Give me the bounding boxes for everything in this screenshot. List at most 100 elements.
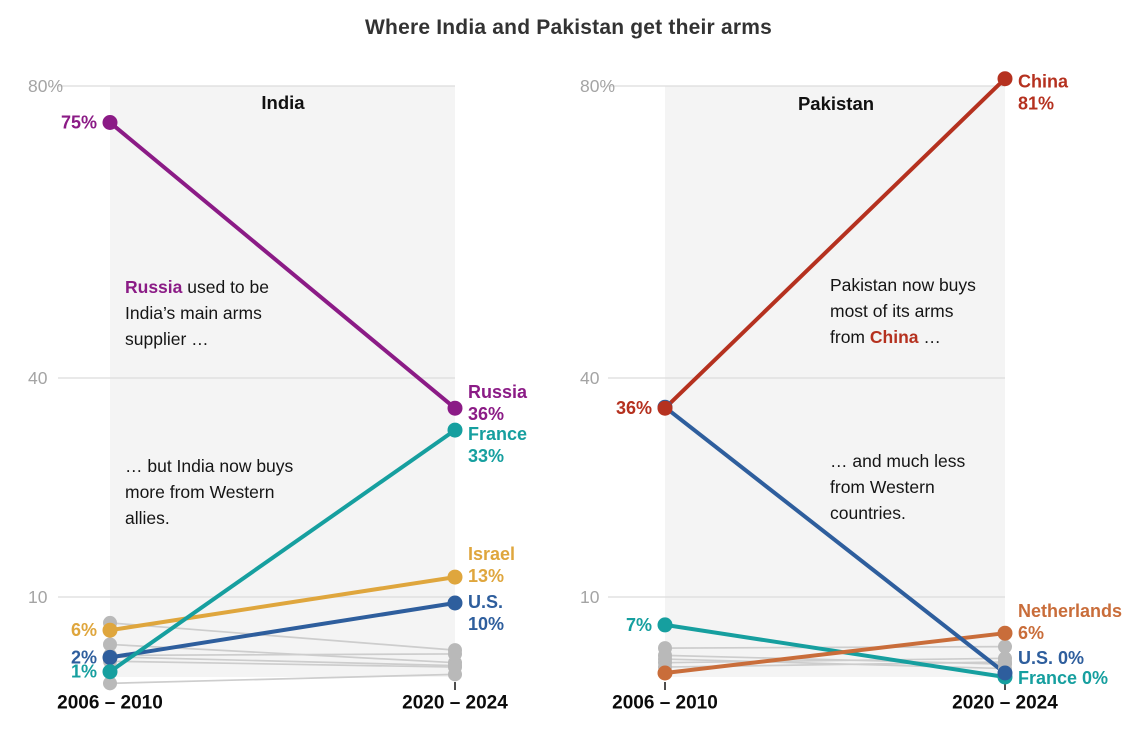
series-line-france (664, 622, 1006, 679)
end-value-label: 36% (468, 404, 504, 424)
annotation-line: from China … (830, 324, 998, 350)
end-value-label: 13% (468, 566, 504, 586)
x-category-label: 2020 – 2024 (952, 693, 1058, 714)
series-line-us (109, 601, 456, 660)
series-dot (447, 595, 463, 611)
series-line-other (109, 660, 456, 668)
annotation-line: countries. (830, 500, 980, 526)
annotation: … but India now buys more from Western all… (125, 453, 315, 531)
panel-title-india: India (261, 92, 305, 113)
series-line-other (664, 645, 1006, 649)
y-tick-label: 10 (580, 587, 600, 607)
x-category-label: 2006 – 2010 (612, 693, 718, 714)
series-dot (997, 71, 1013, 87)
annotation-text: used to be (182, 277, 269, 297)
start-value-label: 36% (616, 398, 652, 418)
series-dot (102, 664, 118, 680)
series-line-us (663, 405, 1007, 675)
start-value-label: 7% (626, 615, 652, 635)
series-dot (447, 422, 463, 438)
annotation-text: from Western (830, 477, 935, 497)
annotation-text: countries. (830, 503, 906, 523)
series-dot (448, 667, 462, 682)
y-tick-label: 40 (580, 368, 600, 388)
series-dot (998, 639, 1012, 654)
series-line-china (663, 77, 1007, 410)
series-dot (103, 637, 117, 652)
start-value-label: 75% (61, 113, 97, 133)
series-line-other (109, 673, 456, 685)
end-value-label: U.S. 0% (1018, 648, 1084, 668)
series-line-israel (109, 575, 456, 633)
plot-band (110, 86, 455, 677)
annotation-emphasis: Russia (125, 277, 183, 297)
series-dot (998, 654, 1012, 669)
end-value-label: Israel (468, 544, 515, 564)
annotation-line: Russia used to be (125, 274, 303, 300)
annotation-line: from Western (830, 474, 980, 500)
series-dot (102, 649, 118, 665)
series-dot (447, 400, 463, 416)
series-line-other (109, 656, 456, 667)
annotation-text: from (830, 327, 870, 347)
series-dot (448, 646, 462, 661)
series-dot (102, 622, 118, 638)
panel-title-pakistan: Pakistan (797, 93, 875, 114)
series-dot (657, 400, 673, 416)
annotation-text: allies. (125, 508, 170, 528)
end-value-label: 81% (1018, 94, 1054, 114)
end-value-label: France 0% (1018, 668, 1108, 688)
annotation-text: supplier … (125, 329, 209, 349)
annotation: Russia used to be India’s main arms suppli… (125, 274, 303, 352)
end-value-label: U.S. (468, 592, 503, 612)
annotation-line: supplier … (125, 326, 303, 352)
annotation-text: … (918, 327, 941, 347)
series-line-france (108, 428, 457, 674)
x-category-label: 2006 – 2010 (57, 693, 163, 714)
series-dot (997, 665, 1013, 681)
annotation-text: Pakistan now buys (830, 275, 976, 295)
annotation-line: India’s main arms (125, 300, 303, 326)
annotation-line: allies. (125, 505, 315, 531)
annotation-text: most of its arms (830, 301, 954, 321)
annotation-line: … and much less (830, 448, 980, 474)
y-tick-label: 40 (28, 368, 48, 388)
series-dot (447, 569, 463, 585)
series-line-other (109, 622, 456, 651)
y-tick-label: 80% (28, 76, 63, 96)
annotation-line: most of its arms (830, 298, 998, 324)
end-value-label: Russia (468, 382, 528, 402)
start-value-label: 2% (71, 647, 97, 667)
annotation-emphasis: China (869, 327, 919, 347)
start-value-label: 6% (71, 620, 97, 640)
annotation-line: more from Western (125, 479, 315, 505)
series-dot (103, 676, 117, 691)
y-tick-label: 10 (28, 587, 48, 607)
end-value-label: Netherlands (1018, 601, 1122, 621)
end-value-label: 33% (468, 446, 504, 466)
y-tick-label: 80% (580, 76, 615, 96)
annotation-line: … but India now buys (125, 453, 315, 479)
series-dot (657, 617, 673, 633)
annotation-text: more from Western (125, 482, 275, 502)
chart-title: Where India and Pakistan get their arms (365, 16, 772, 39)
series-line-russia (108, 120, 457, 410)
series-line-netherlands (664, 631, 1006, 675)
series-line-other (109, 653, 456, 657)
annotation: Pakistan now buys most of its arms from Ch… (830, 272, 998, 350)
series-dot (102, 115, 118, 130)
plot-band (665, 86, 1005, 677)
series-dot (997, 625, 1013, 641)
x-category-label: 2020 – 2024 (402, 693, 508, 714)
annotation-text: … and much less (830, 451, 966, 471)
end-value-label: 6% (1018, 623, 1044, 643)
end-value-label: France (468, 424, 527, 444)
end-value-label: 10% (468, 614, 504, 634)
annotation: … and much less from Western countries. (830, 448, 980, 526)
series-dot (657, 665, 673, 681)
annotation-text: India’s main arms (125, 303, 262, 323)
series-line-other (664, 657, 1006, 664)
start-value-label: 1% (71, 662, 97, 682)
